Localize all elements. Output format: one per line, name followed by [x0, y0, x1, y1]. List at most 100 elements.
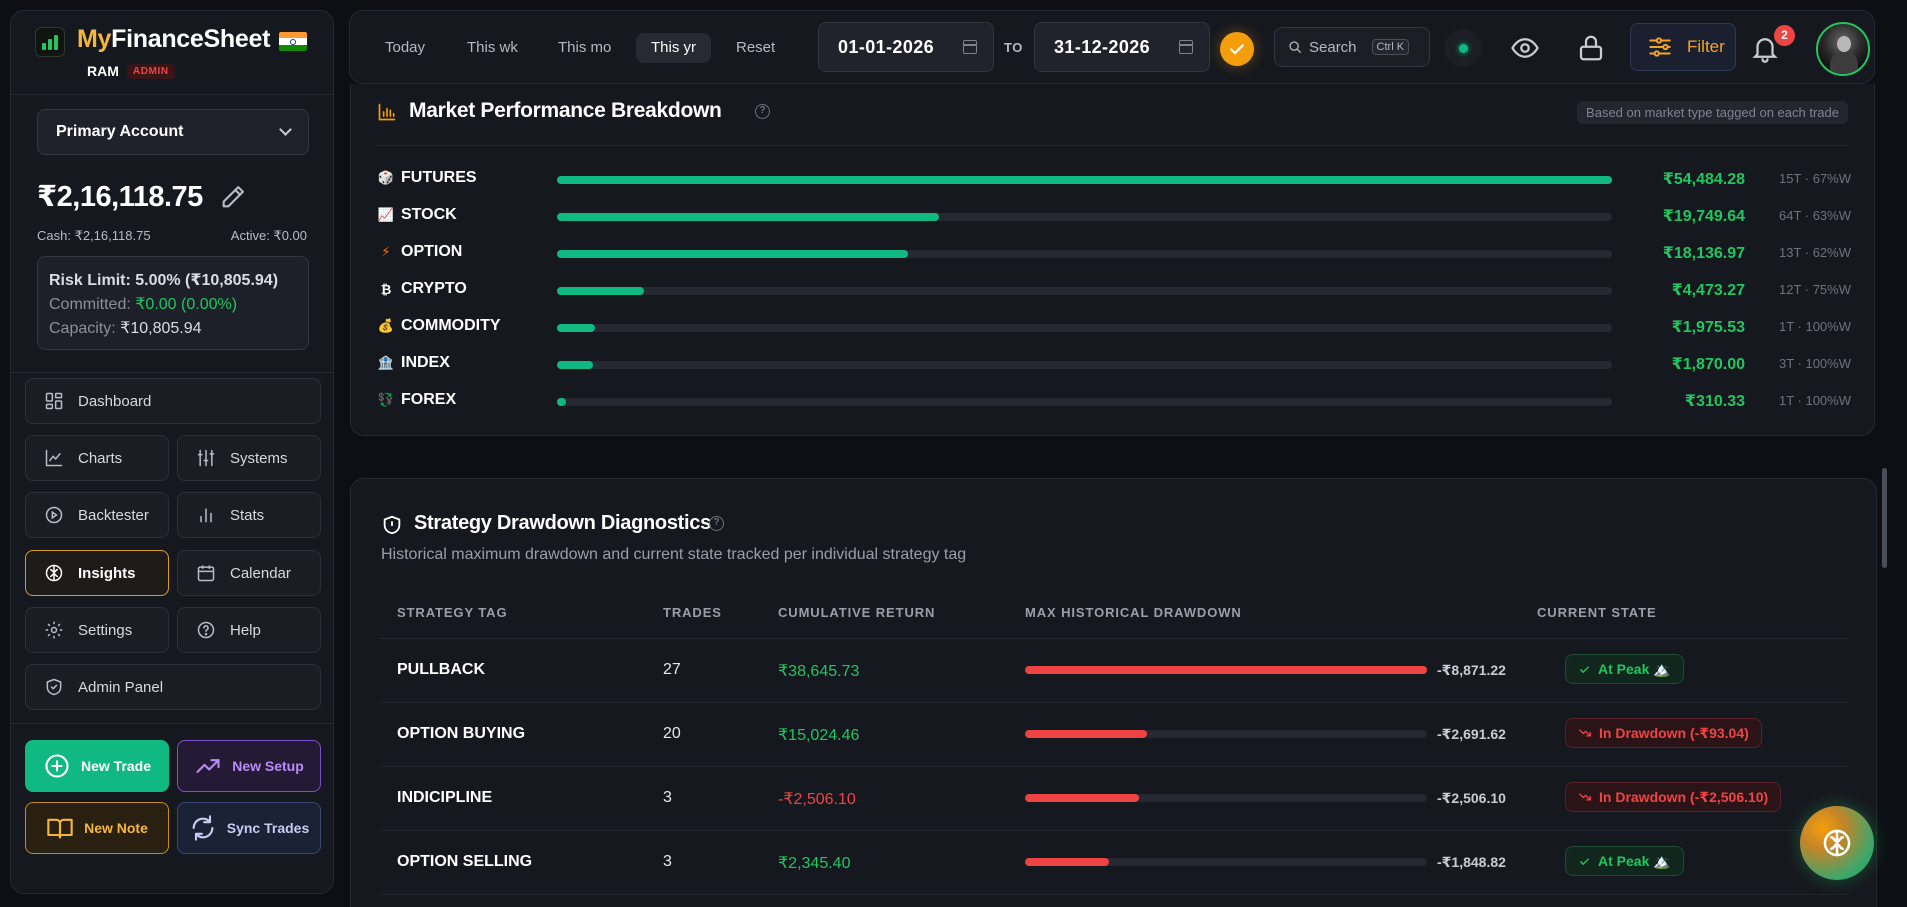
column-header-strategy-tag: STRATEGY TAG: [397, 605, 508, 620]
notification-count-badge: 2: [1774, 25, 1795, 46]
sidebar-divider: [11, 372, 333, 373]
sidebar-item-insights[interactable]: Insights: [25, 550, 169, 596]
market-row-stock: 📈 STOCK ₹19,749.64 64T · 63%W: [377, 198, 1851, 234]
currency-exchange-icon: 💱: [377, 392, 395, 407]
date-from-input[interactable]: 01-01-2026: [818, 22, 994, 72]
market-pnl: ₹19,749.64: [1662, 208, 1745, 225]
trade-count: 20: [663, 725, 681, 742]
user-info: RAM ADMIN: [87, 63, 175, 79]
sidebar-divider: [11, 723, 333, 724]
market-share-bar: [557, 213, 1612, 221]
help-circle-icon: [197, 621, 215, 639]
sidebar-item-systems[interactable]: Systems: [177, 435, 321, 481]
table-row: INDICIPLINE 3 -₹2,506.10 -₹2,506.10 In Drawd…: [379, 767, 1848, 831]
sidebar-item-admin-panel[interactable]: Admin Panel: [25, 664, 321, 710]
active-balance: Active: ₹0.00: [230, 228, 307, 243]
sidebar-item-label: Help: [230, 621, 261, 639]
market-share-fill: [557, 287, 644, 295]
market-panel-title: Market Performance Breakdown: [409, 99, 722, 122]
india-flag-icon: [279, 32, 307, 51]
strategy-tag: INDICIPLINE: [397, 789, 493, 806]
gear-icon: [45, 621, 63, 639]
max-drawdown-value: -₹1,848.82: [1437, 854, 1506, 870]
new-setup-button[interactable]: New Setup: [177, 740, 321, 792]
market-share-fill: [557, 324, 596, 332]
period-today[interactable]: Today: [385, 39, 426, 56]
help-icon[interactable]: ?: [709, 516, 724, 531]
brain-icon: [45, 564, 63, 582]
drawdown-fill: [1025, 730, 1147, 738]
account-select[interactable]: Primary Account: [37, 109, 309, 155]
market-share-bar: [557, 176, 1612, 184]
risk-limit: Risk Limit: 5.00% (₹10,805.94): [49, 272, 279, 289]
filter-label: Filter: [1687, 37, 1725, 56]
market-row-option: ⚡ OPTION ₹18,136.97 13T · 62%W: [377, 235, 1851, 271]
sidebar-item-settings[interactable]: Settings: [25, 607, 169, 653]
market-trade-stats: 12T · 75%W: [1778, 282, 1851, 297]
help-icon[interactable]: ?: [755, 104, 770, 119]
drawdown-bar: [1025, 794, 1427, 802]
current-state-badge: In Drawdown (-₹93.04): [1565, 718, 1762, 748]
apply-date-button[interactable]: [1220, 32, 1254, 66]
shield-check-icon: [46, 678, 62, 696]
sidebar-item-label: Dashboard: [78, 392, 152, 410]
trade-count: 3: [663, 789, 672, 806]
brain-icon: [1823, 829, 1851, 857]
edit-balance-pencil-icon[interactable]: [219, 183, 247, 211]
current-state-badge: At Peak 🏔️: [1565, 846, 1684, 876]
gold-icon: 💰: [377, 318, 395, 333]
new-note-button[interactable]: New Note: [25, 802, 169, 854]
sidebar-item-label: Insights: [78, 564, 136, 582]
scrollbar-thumb[interactable]: [1882, 468, 1887, 568]
sidebar-item-charts[interactable]: Charts: [25, 435, 169, 481]
sidebar-item-dashboard[interactable]: Dashboard: [25, 378, 321, 424]
sidebar-item-help[interactable]: Help: [177, 607, 321, 653]
date-to-input[interactable]: 31-12-2026: [1034, 22, 1210, 72]
date-to-value: 31-12-2026: [1054, 36, 1151, 57]
period-reset[interactable]: Reset: [736, 39, 776, 56]
bank-icon: 🏦: [377, 355, 395, 370]
eye-icon[interactable]: [1510, 33, 1540, 63]
avatar[interactable]: [1816, 22, 1870, 76]
current-state-badge: In Drawdown (-₹2,506.10): [1565, 782, 1782, 812]
period-this-year[interactable]: This yr: [636, 33, 711, 63]
bar-chart-icon: [378, 103, 396, 121]
chevron-down-icon: [279, 123, 292, 136]
search-button[interactable]: Search Ctrl K: [1274, 27, 1430, 67]
new-trade-button[interactable]: New Trade: [25, 740, 169, 792]
sidebar-item-label: Stats: [230, 506, 265, 524]
max-drawdown-value: -₹2,691.62: [1437, 726, 1506, 742]
market-name: ₿ CRYPTO: [377, 280, 467, 298]
filter-button[interactable]: Filter: [1630, 23, 1736, 71]
market-trade-stats: 1T · 100%W: [1778, 319, 1851, 334]
market-name-label: INDEX: [401, 354, 450, 371]
market-name-label: FUTURES: [401, 169, 477, 186]
market-trade-stats: 15T · 67%W: [1778, 171, 1851, 186]
risk-capacity: Capacity: ₹10,805.94: [49, 320, 202, 337]
table-row: OPTION BUYING 20 ₹15,024.46 -₹2,691.62 In Dr…: [379, 703, 1848, 767]
trending-down-icon: [1579, 729, 1591, 737]
strategy-tag: OPTION BUYING: [397, 725, 526, 742]
account-balance: ₹2,16,118.75: [37, 181, 203, 213]
market-name-label: STOCK: [401, 206, 457, 223]
search-label: Search: [1309, 38, 1357, 56]
market-share-bar: [557, 287, 1612, 295]
cash-balance: Cash: ₹2,16,118.75: [37, 228, 151, 243]
sidebar-item-calendar[interactable]: Calendar: [177, 550, 321, 596]
trade-count: 3: [663, 853, 672, 870]
bell-icon[interactable]: [1750, 33, 1780, 63]
market-name: ⚡ OPTION: [377, 243, 462, 261]
bar-chart-icon: [200, 508, 212, 523]
sync-trades-button[interactable]: Sync Trades: [177, 802, 321, 854]
period-this-week[interactable]: This wk: [467, 39, 518, 56]
ai-assistant-button[interactable]: [1800, 806, 1874, 880]
lock-icon[interactable]: [1576, 33, 1606, 63]
market-trade-stats: 13T · 62%W: [1778, 245, 1851, 260]
logo-chart-icon: [35, 27, 65, 57]
period-this-month[interactable]: This mo: [558, 39, 612, 56]
market-share-bar: [557, 250, 1612, 258]
dashboard-icon: [45, 392, 63, 410]
sidebar-item-backtester[interactable]: Backtester: [25, 492, 169, 538]
market-name: 📈 STOCK: [377, 206, 457, 224]
sidebar-item-stats[interactable]: Stats: [177, 492, 321, 538]
